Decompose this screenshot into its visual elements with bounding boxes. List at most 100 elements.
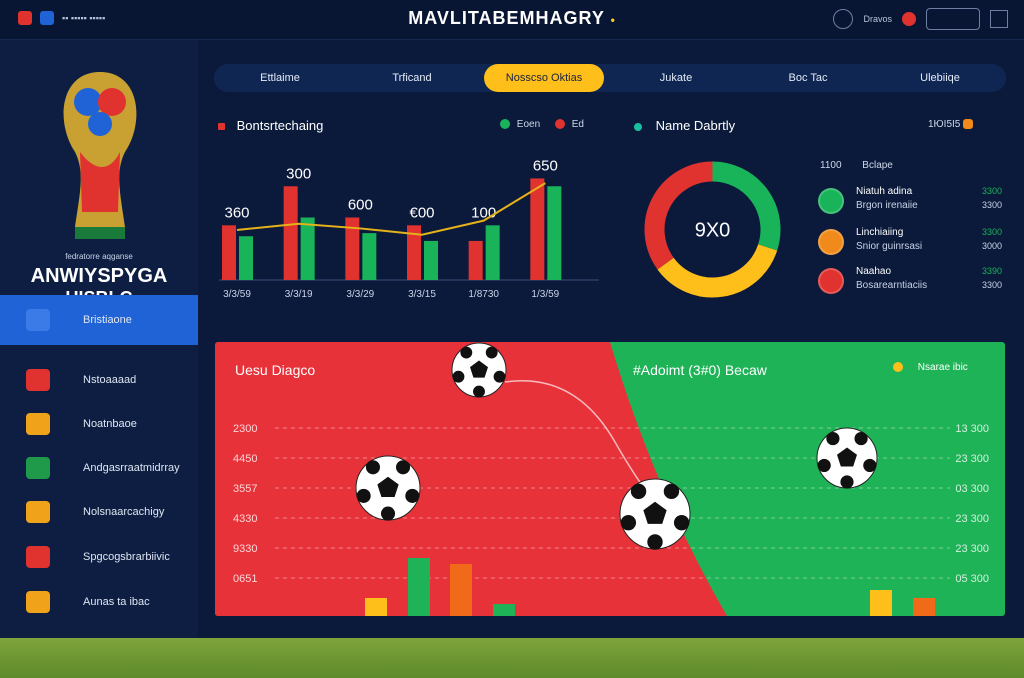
x-tick-label: 3/3/59 xyxy=(223,289,251,300)
flag-icon[interactable] xyxy=(18,11,32,25)
left-axis-label: 2300 xyxy=(233,423,257,435)
tab-2[interactable]: Nosscso Oktias xyxy=(484,64,604,92)
sidebar-item-3[interactable]: Andgasrraatmidrray xyxy=(0,446,198,490)
donut-row-sub: Bosarearntiaciis xyxy=(856,280,928,291)
donut-panel-title: Name Dabrtly xyxy=(634,118,735,133)
donut-slice-1[interactable] xyxy=(657,243,778,298)
top-bar-right: Dravos xyxy=(833,8,1008,30)
top-bar-left: ▪▪ ▪▪▪▪▪ ▪▪▪▪▪ xyxy=(18,11,105,25)
title-dot-icon: • xyxy=(610,13,616,27)
sidebar-item-1[interactable]: Nstoaaaad xyxy=(0,358,198,402)
match-bar-5 xyxy=(913,598,935,616)
brand-line-1: ANWIYSPYGA xyxy=(30,265,168,287)
bar-4-0[interactable] xyxy=(468,240,483,280)
match-right-legend: Nsarae ibic xyxy=(893,362,968,373)
donut-row-sub: Snior guinrsasi xyxy=(856,241,923,252)
sidebar-item-2[interactable]: Noatnbaoe xyxy=(0,402,198,446)
calendar-icon xyxy=(26,501,50,523)
donut-row-title: Naahao xyxy=(856,266,892,277)
bar-panel-title: Bontsrtechaing xyxy=(218,118,323,133)
profile-menu-button[interactable] xyxy=(926,8,980,30)
donut-row-title: Niatuh adina xyxy=(856,186,913,197)
match-panel: 2300 13 300 4450 23 300 3557 03 300 4330 23 300… xyxy=(215,342,1005,616)
tab-3[interactable]: Jukate xyxy=(659,72,693,84)
sidebar-item-4[interactable]: Nolsnaarcachigy xyxy=(0,490,198,534)
donut-row-value-1: 3300 xyxy=(981,186,1002,196)
bar-chart: 3/3/59 360 3/3/19 300 3/3/29 600 3/3/15 €00 1/87… xyxy=(219,157,599,300)
notification-icon[interactable] xyxy=(833,9,854,29)
app-title-text: MAVLITABEMHAGRY xyxy=(408,8,605,28)
legend-red-label: Ed xyxy=(571,119,584,130)
trophy-logo xyxy=(63,72,137,239)
grid-icon[interactable] xyxy=(990,10,1008,28)
sidebar-item-5[interactable]: Spgcogsbrarbiivic xyxy=(0,535,198,579)
donut-row-2[interactable]: Naahao Bosarearntiaciis 3390 3300 xyxy=(818,265,1006,297)
donut-center-label: 9X0 xyxy=(695,220,731,242)
legend-green-icon xyxy=(500,119,510,130)
donut-slice-2[interactable] xyxy=(644,161,713,270)
x-tick-label: 3/3/19 xyxy=(285,289,313,300)
donut-top-right: 1ЮI5I5 xyxy=(928,119,974,130)
field-red xyxy=(215,342,727,616)
top-bar: ▪▪ ▪▪▪▪▪ ▪▪▪▪▪ MAVLITABEMHAGRY • Dravos xyxy=(0,0,1024,40)
donut-chart: 9X0 xyxy=(644,161,781,298)
donut-list-header: 1100 Bclape xyxy=(820,160,893,171)
bar-4-1[interactable] xyxy=(485,225,500,280)
download-icon[interactable] xyxy=(963,119,974,130)
match-bar-4 xyxy=(870,590,892,616)
donut-panel-title-text: Name Dabrtly xyxy=(655,118,736,133)
left-axis-label: 4330 xyxy=(233,513,257,525)
x-tick-label: 3/3/29 xyxy=(346,289,374,300)
donut-row-value-1: 3390 xyxy=(981,266,1002,276)
bar-2-0[interactable] xyxy=(345,217,360,281)
bar-0-0[interactable] xyxy=(222,225,236,280)
x-tick-label: 1/3/59 xyxy=(531,289,559,300)
avatar[interactable] xyxy=(902,12,916,26)
trend-line xyxy=(236,182,546,236)
donut-header-left: 1100 xyxy=(820,160,842,171)
tab-5[interactable]: Ulebiiqe xyxy=(920,72,960,84)
bar-3-1[interactable] xyxy=(424,240,438,280)
bar-3-0[interactable] xyxy=(407,225,421,280)
donut-marker-icon xyxy=(634,122,642,131)
donut-row-title: Linchiaiing xyxy=(856,227,904,238)
panel-marker-icon xyxy=(218,123,225,131)
globe-icon[interactable] xyxy=(40,11,54,25)
data-label: 650 xyxy=(533,157,558,174)
bar-1-1[interactable] xyxy=(300,217,315,281)
donut-row-0[interactable]: Niatuh adina Brgon irenaiie 3300 3300 xyxy=(818,185,1006,217)
bar-0-1[interactable] xyxy=(239,236,253,280)
donut-row-value-2: 3300 xyxy=(981,200,1002,210)
tab-0[interactable]: Ettlaime xyxy=(260,72,300,84)
bar-1-0[interactable] xyxy=(283,186,298,280)
donut-slice-0[interactable] xyxy=(712,161,781,251)
right-axis-label: 23 300 xyxy=(955,513,989,525)
donut-row-value-1: 3300 xyxy=(981,227,1002,237)
football-icon xyxy=(816,427,878,489)
bar-5-0[interactable] xyxy=(530,178,545,280)
data-label: €00 xyxy=(409,204,434,221)
bar-2-1[interactable] xyxy=(362,233,377,280)
tab-1[interactable]: Trficand xyxy=(392,72,432,84)
football-icon xyxy=(451,342,507,398)
tab-4[interactable]: Boc Tac xyxy=(788,72,828,84)
legend-yellow-icon xyxy=(893,362,903,373)
match-bar-1 xyxy=(408,558,430,616)
sidebar-item-0[interactable]: Bristiaone xyxy=(0,295,198,345)
match-bar-2 xyxy=(450,564,472,616)
data-label: 360 xyxy=(224,204,249,221)
football-icon xyxy=(355,455,421,521)
sidebar-item-label: Aunas ta ibac xyxy=(83,596,150,608)
bar-5-1[interactable] xyxy=(547,186,562,280)
right-axis-label: 05 300 xyxy=(955,573,989,585)
user-label[interactable]: Dravos xyxy=(863,14,892,24)
match-right-legend-text: Nsarae ibic xyxy=(917,362,968,373)
data-label: 300 xyxy=(286,165,311,182)
football-icon xyxy=(619,478,691,550)
donut-row-1[interactable]: Linchiaiing Snior guinrsasi 3300 3000 xyxy=(818,226,1006,258)
bar-legend: Eoen Ed xyxy=(500,119,584,130)
match-right-title: #Adoimt (3#0) Becaw xyxy=(633,362,767,378)
dashboard-icon xyxy=(26,309,50,331)
left-axis-label: 9330 xyxy=(233,543,257,555)
sidebar-item-6[interactable]: Aunas ta ibac xyxy=(0,580,198,624)
